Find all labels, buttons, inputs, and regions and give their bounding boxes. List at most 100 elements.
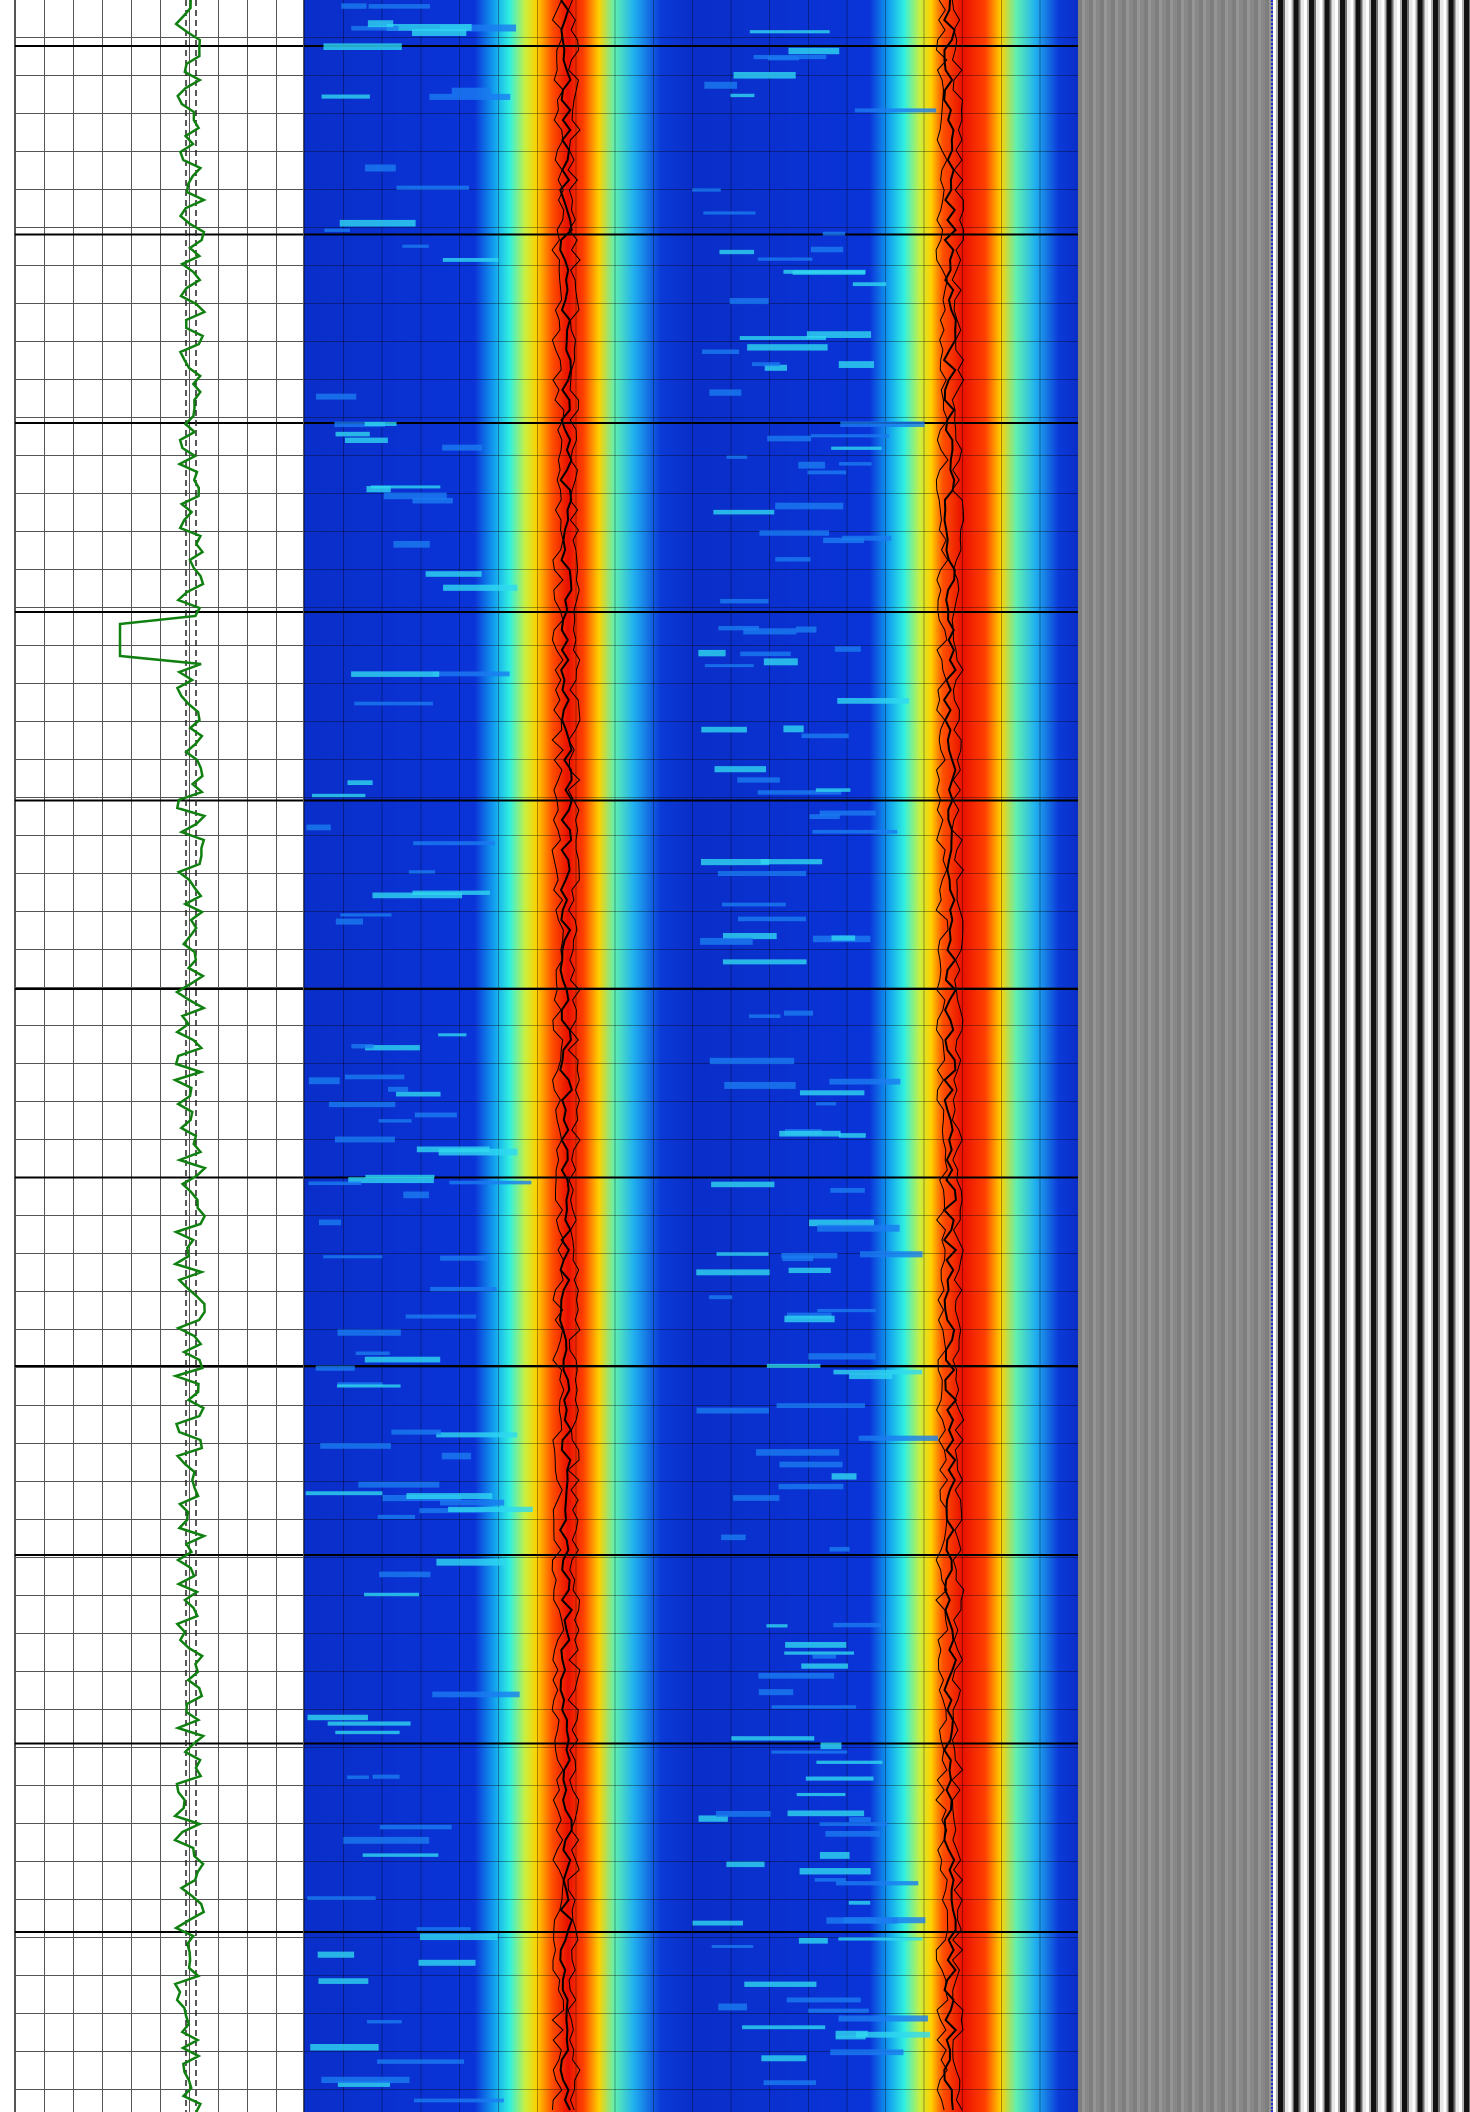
streak xyxy=(771,1750,848,1754)
streak xyxy=(370,485,441,489)
streak xyxy=(436,1432,518,1438)
streak xyxy=(854,108,937,113)
streak xyxy=(327,1721,411,1726)
band-curve xyxy=(951,0,965,2111)
streak xyxy=(432,1691,520,1698)
streak xyxy=(440,1499,505,1506)
streak xyxy=(442,258,499,262)
streak xyxy=(438,1148,518,1156)
streak xyxy=(328,1101,396,1108)
waveform-track xyxy=(1273,0,1470,2112)
streak xyxy=(717,871,807,877)
streak xyxy=(775,502,844,510)
streak xyxy=(820,1742,842,1750)
streak xyxy=(726,1861,765,1868)
streak xyxy=(784,1651,854,1655)
streak xyxy=(838,361,875,368)
streak xyxy=(377,1514,416,1519)
streak xyxy=(786,1997,861,2003)
streak xyxy=(814,1878,846,1882)
streak xyxy=(323,43,402,50)
streak xyxy=(722,959,807,965)
streak xyxy=(311,793,366,798)
streak xyxy=(318,1978,369,1984)
streak xyxy=(808,2008,869,2013)
streak xyxy=(362,1853,439,1857)
streak xyxy=(833,1622,882,1628)
streak xyxy=(721,902,786,907)
streak xyxy=(743,628,797,635)
streak xyxy=(387,1086,409,1092)
streak xyxy=(337,1329,401,1336)
streak xyxy=(449,1180,532,1185)
streak xyxy=(335,918,364,925)
streak xyxy=(307,1896,376,1900)
streak xyxy=(703,211,756,215)
streak xyxy=(315,1365,355,1371)
streak xyxy=(351,25,399,31)
streak xyxy=(396,185,469,190)
streak xyxy=(761,2055,807,2062)
streak xyxy=(829,1078,901,1085)
streak xyxy=(839,462,872,466)
streak xyxy=(835,2035,866,2040)
streak xyxy=(406,1493,493,1500)
streak xyxy=(779,1130,841,1137)
streak xyxy=(698,1815,728,1822)
streak xyxy=(323,1255,383,1259)
streak xyxy=(860,1251,923,1258)
streak xyxy=(345,437,388,443)
band-curve xyxy=(551,0,565,2111)
streak xyxy=(807,470,847,475)
streak xyxy=(700,858,770,866)
streak xyxy=(726,455,748,459)
streak xyxy=(808,1353,876,1360)
streak xyxy=(364,1356,441,1363)
streak xyxy=(718,625,759,631)
streak xyxy=(831,446,882,450)
streak xyxy=(733,1495,780,1501)
streak xyxy=(698,649,726,657)
streak xyxy=(351,671,440,677)
streak xyxy=(368,4,430,9)
streak xyxy=(796,1792,846,1797)
streak xyxy=(340,913,392,917)
streak xyxy=(366,486,391,493)
streak xyxy=(819,1852,850,1859)
streak xyxy=(429,93,511,100)
streak xyxy=(307,1714,368,1721)
streak xyxy=(334,421,386,428)
streak xyxy=(393,540,430,548)
streak xyxy=(348,1177,434,1184)
streak xyxy=(440,24,516,32)
streak xyxy=(801,733,849,739)
streak xyxy=(763,2080,817,2086)
streak xyxy=(776,1403,865,1409)
streak xyxy=(810,246,844,253)
streak xyxy=(315,393,357,400)
streak xyxy=(766,1624,788,1628)
streak xyxy=(365,1045,420,1051)
streak xyxy=(358,1481,440,1488)
streak xyxy=(365,164,396,172)
streak xyxy=(418,1959,476,1966)
streak xyxy=(755,1449,840,1456)
streak xyxy=(701,726,747,733)
streak xyxy=(815,788,851,792)
streak xyxy=(764,364,788,371)
streak xyxy=(442,444,483,451)
band-curve xyxy=(567,0,581,2111)
streak xyxy=(817,1224,900,1232)
streak xyxy=(766,1363,821,1368)
streak xyxy=(339,219,416,227)
streak xyxy=(786,1312,832,1319)
streak xyxy=(729,298,769,305)
streak xyxy=(856,2031,931,2038)
streak xyxy=(799,1868,871,1875)
streak xyxy=(414,2098,505,2103)
streak xyxy=(430,1286,497,1292)
streak xyxy=(408,870,436,874)
streak xyxy=(372,892,463,899)
streak xyxy=(812,829,898,834)
